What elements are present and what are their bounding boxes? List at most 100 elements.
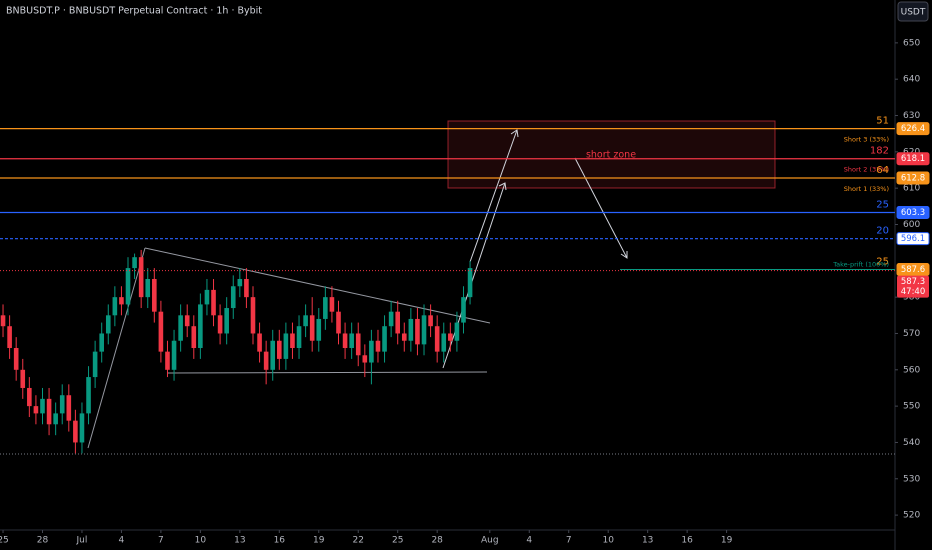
candle-body: [7, 326, 12, 349]
level-count: 51: [876, 116, 889, 127]
candle-body: [303, 315, 308, 327]
y-tick-label: 650: [903, 38, 920, 48]
y-tick-label: 560: [903, 365, 920, 375]
price-badge: [896, 122, 930, 136]
candle-body: [230, 286, 236, 309]
candle-body: [355, 333, 361, 356]
countdown: 47:40: [901, 287, 926, 297]
trendline: [87, 247, 146, 449]
candle-body: [171, 340, 177, 370]
candle-body: [13, 348, 19, 370]
candle-body: [132, 257, 137, 269]
level-note: Take-prift (100%): [832, 261, 889, 269]
x-tick-label: 25: [392, 536, 403, 546]
price-badge: [896, 171, 930, 185]
price-badge-label: 626.4: [901, 124, 925, 134]
candle-body: [395, 311, 401, 334]
candle-body: [388, 311, 394, 327]
candle-body: [198, 304, 203, 349]
candle-body: [428, 315, 433, 327]
candle-body: [329, 297, 335, 312]
level-count: 64: [876, 165, 889, 176]
candle-body: [316, 318, 322, 341]
candle-body: [336, 311, 341, 334]
level-note: Short 3 (33%): [844, 136, 889, 144]
x-tick-label: 19: [313, 536, 325, 546]
currency-button[interactable]: [897, 1, 929, 22]
level-count: 25: [876, 257, 889, 268]
price-badge: [896, 232, 930, 246]
x-tick-label: 13: [234, 536, 245, 546]
last-price-badge: [897, 275, 929, 298]
candle-body: [290, 333, 295, 349]
price-badge-label: 603.3: [901, 208, 925, 218]
candle-body: [448, 333, 453, 341]
price-badge-label: 587.6: [901, 265, 925, 275]
zone-label: short zone: [586, 150, 636, 161]
x-tick-label: 28: [431, 536, 443, 546]
candle-body: [349, 333, 354, 349]
candle-body: [204, 289, 210, 305]
candle-body: [237, 278, 243, 287]
candle-body: [184, 315, 190, 327]
candle-body: [283, 333, 289, 359]
x-tick-label: 10: [195, 536, 207, 546]
y-tick-label: 600: [903, 220, 920, 230]
level-count: 20: [876, 226, 889, 237]
candle-body: [165, 351, 170, 370]
candle-body: [105, 315, 111, 334]
candle-body: [152, 278, 157, 312]
x-tick-label: 16: [274, 536, 286, 546]
arrow: [469, 129, 518, 263]
arrow-head: [498, 182, 507, 191]
candle-body: [434, 326, 440, 352]
y-tick-label: 540: [903, 438, 920, 448]
x-tick-label: 4: [119, 536, 125, 546]
candle-body: [296, 326, 302, 349]
price-badge: [896, 263, 930, 277]
candle-body: [467, 268, 473, 298]
x-tick-label: Jul: [76, 536, 88, 546]
candle-body: [461, 297, 466, 323]
level-count: 25: [876, 200, 889, 211]
candle-body: [408, 318, 414, 341]
candle-body: [145, 278, 151, 298]
candle-body: [323, 297, 328, 319]
x-tick-label: 7: [566, 536, 572, 546]
channel-line: [442, 182, 506, 369]
candle-body: [178, 315, 183, 341]
candle-body: [86, 377, 91, 414]
candle-body: [73, 420, 78, 443]
drawings: [0, 120, 895, 455]
arrow-head: [510, 129, 519, 138]
y-tick-label: 530: [903, 474, 920, 484]
arrow: [574, 157, 628, 259]
candle-body: [441, 333, 447, 352]
candle-body: [415, 318, 420, 345]
candle-body: [257, 333, 262, 352]
candle-body: [211, 289, 216, 316]
x-tick-label: 7: [158, 536, 164, 546]
candle-body: [27, 387, 32, 407]
y-tick-label: 640: [903, 75, 920, 85]
candle-body: [59, 395, 65, 414]
candle-body: [138, 257, 144, 298]
y-tick-label: 610: [903, 184, 920, 194]
candle-body: [401, 333, 407, 341]
x-tick-label: 28: [37, 536, 49, 546]
chart-title: BNBUSDT.P · BNBUSDT Perpetual Contract ·…: [6, 6, 262, 17]
candle-body: [454, 322, 460, 341]
x-tick-label: Aug: [481, 536, 499, 546]
candle-body: [309, 315, 315, 341]
candle-body: [191, 326, 197, 349]
candle-body: [224, 308, 229, 334]
candle-body: [53, 413, 58, 425]
level-count: 182: [870, 146, 889, 157]
y-tick-label: 570: [903, 329, 920, 339]
trendline: [144, 247, 491, 324]
y-tick-label: 580: [903, 293, 920, 303]
candle-body: [276, 340, 282, 359]
level-note: Short 2 (33%): [844, 166, 889, 174]
